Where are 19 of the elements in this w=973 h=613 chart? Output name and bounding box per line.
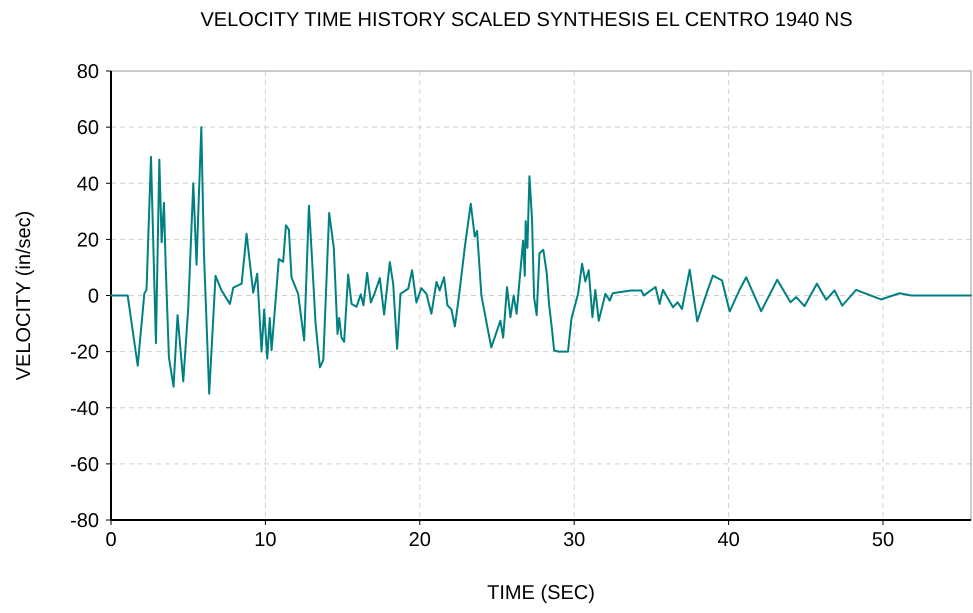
y-tick-label: 20 xyxy=(76,229,99,252)
x-tick-label: 50 xyxy=(872,529,894,551)
x-tick-label: 0 xyxy=(105,529,117,551)
y-tick-label: -40 xyxy=(70,398,99,420)
y-axis-title: VELOCITY (in/sec) xyxy=(13,210,35,380)
x-tick-label: 20 xyxy=(408,529,431,551)
y-tick-label: -80 xyxy=(70,510,99,532)
x-tick-label: 10 xyxy=(254,529,277,551)
y-tick-label: 60 xyxy=(76,117,99,140)
y-tick-label: 80 xyxy=(76,61,99,83)
x-axis-title: TIME (SEC) xyxy=(487,582,595,604)
y-tick-label: -60 xyxy=(70,454,99,476)
y-tick-label: 0 xyxy=(88,286,99,308)
x-tick-label: 40 xyxy=(717,529,740,551)
y-tick-label: -20 xyxy=(70,342,99,364)
y-tick-label: 40 xyxy=(76,173,99,196)
chart-title: VELOCITY TIME HISTORY SCALED SYNTHESIS EL CENTRO 1940 NS xyxy=(200,9,853,31)
line-series xyxy=(110,126,972,395)
x-tick-label: 30 xyxy=(563,529,586,551)
